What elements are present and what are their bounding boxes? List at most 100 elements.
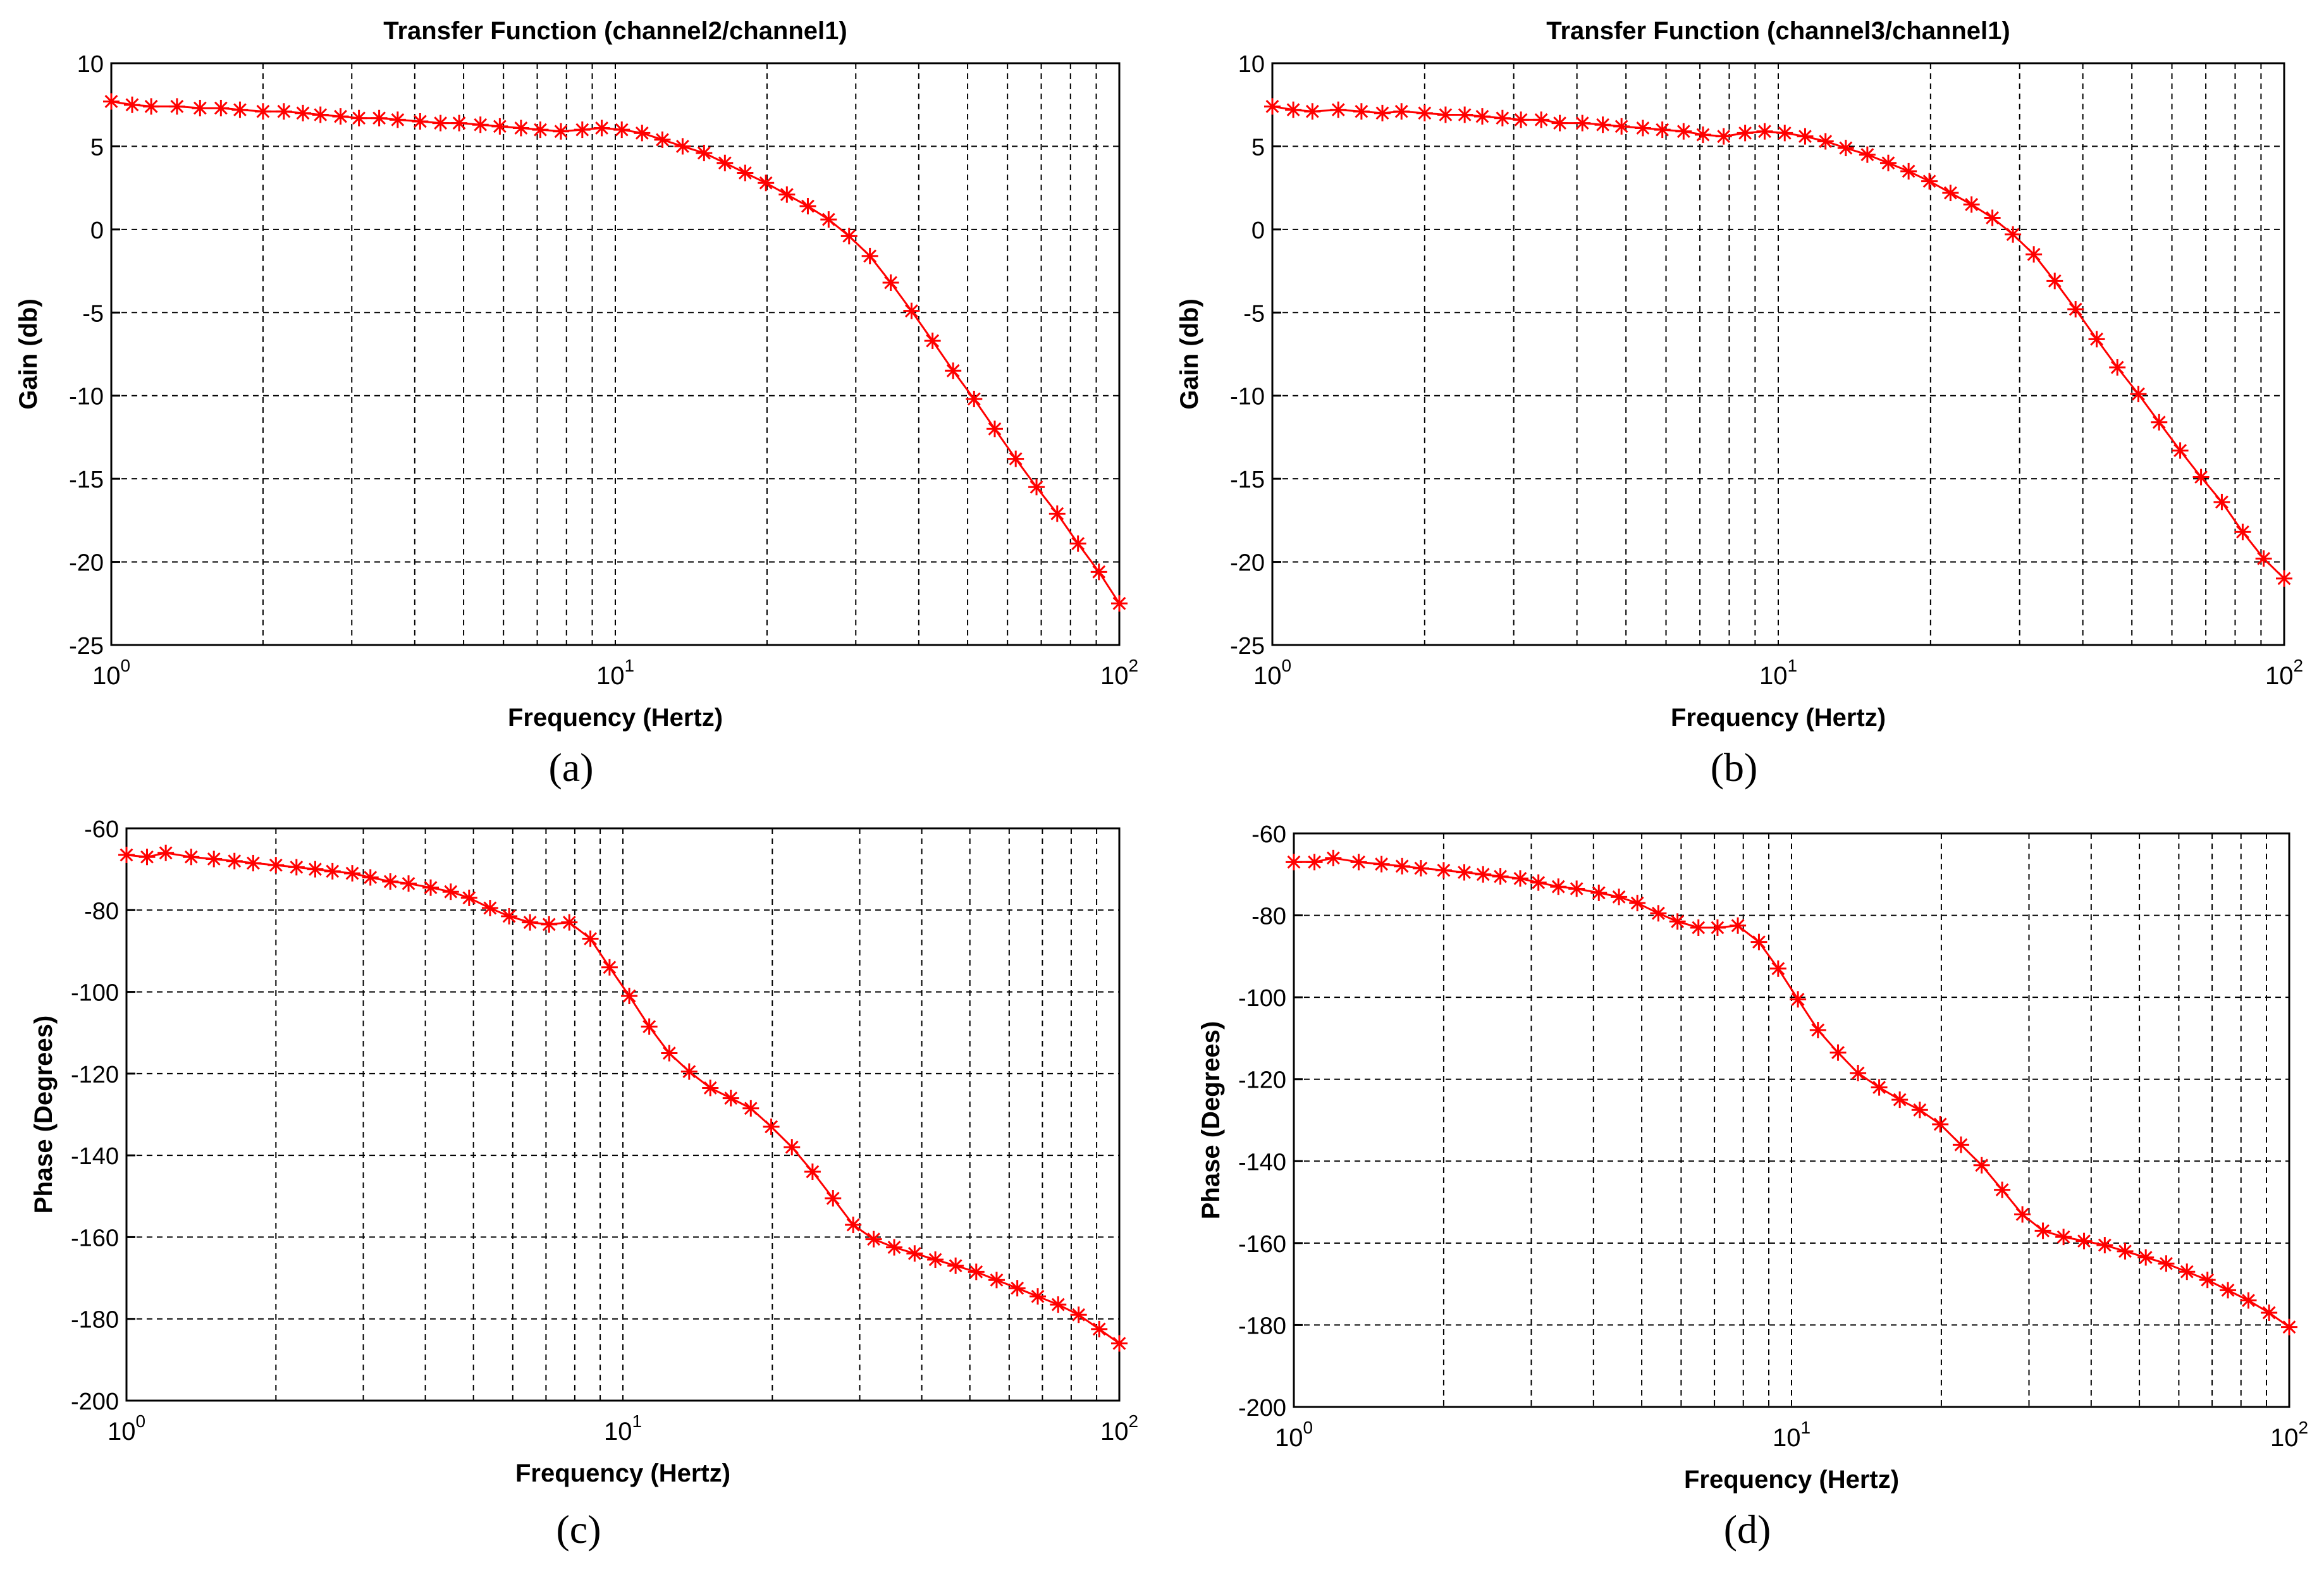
y-tick-label: -140: [71, 1143, 119, 1170]
data-point: [945, 362, 962, 379]
data-point: [825, 1190, 842, 1207]
x-tick-label: 102: [2270, 1418, 2308, 1452]
data-point: [865, 1231, 882, 1248]
data-point: [118, 847, 135, 864]
x-tick-label: 100: [92, 656, 130, 690]
data-point: [400, 875, 417, 892]
data-point: [882, 274, 899, 291]
data-point: [460, 889, 477, 906]
y-tick-label: -5: [1243, 300, 1265, 327]
y-tick-label: 0: [90, 218, 104, 244]
chart-title: Transfer Function (channel3/channel1): [1546, 17, 2010, 45]
data-point: [2220, 1282, 2237, 1299]
data-point: [1590, 884, 1608, 901]
data-point: [192, 99, 209, 116]
data-point: [168, 98, 185, 115]
x-tick-label: 102: [2265, 656, 2303, 690]
data-point: [324, 863, 341, 880]
data-point: [861, 247, 878, 264]
data-point: [1850, 1064, 1867, 1081]
data-point: [1797, 128, 1814, 145]
data-point: [1325, 849, 1342, 866]
panel-label: (d): [1724, 1507, 1771, 1552]
y-tick-label: -160: [1238, 1231, 1286, 1258]
data-point: [1550, 878, 1567, 895]
data-point: [1475, 866, 1492, 883]
y-tick-label: 5: [1251, 134, 1265, 161]
x-tick-label: 100: [108, 1411, 145, 1446]
data-point: [2088, 331, 2105, 348]
data-point: [1350, 854, 1367, 871]
data-point: [613, 121, 630, 138]
data-point: [1050, 1296, 1067, 1313]
data-point: [350, 109, 367, 126]
data-point: [702, 1079, 719, 1096]
data-point: [541, 916, 558, 933]
data-point: [696, 144, 713, 161]
data-point: [1330, 101, 1347, 118]
y-tick-label: -140: [1238, 1149, 1286, 1176]
data-point: [2179, 1263, 2196, 1280]
x-tick-label: 100: [1253, 656, 1291, 690]
data-point: [1437, 106, 1454, 123]
data-point: [1611, 888, 1628, 906]
data-point: [512, 120, 529, 137]
data-point: [601, 959, 618, 976]
data-point: [2137, 1249, 2155, 1266]
data-point: [2130, 386, 2147, 403]
y-tick-label: -15: [1230, 467, 1265, 493]
y-tick-label: -5: [82, 300, 104, 327]
data-point: [1511, 870, 1528, 887]
data-point: [906, 1245, 923, 1262]
y-axis-label: Phase (Degrees): [1197, 1021, 1225, 1219]
data-point: [2281, 1318, 2297, 1335]
data-point: [1695, 126, 1712, 144]
data-point: [231, 101, 249, 118]
data-point: [1756, 123, 1773, 140]
data-point: [491, 118, 508, 135]
data-point: [2192, 469, 2210, 486]
data-point: [1530, 874, 1547, 891]
data-point: [903, 302, 920, 319]
data-point: [2055, 1229, 2072, 1246]
data-point: [2005, 226, 2022, 243]
data-point: [1070, 1306, 1087, 1323]
data-point: [758, 175, 775, 192]
data-point: [1769, 960, 1786, 977]
data-point: [295, 104, 312, 121]
data-point: [422, 879, 440, 896]
data-point: [1730, 917, 1747, 934]
x-tick-label: 102: [1100, 1411, 1138, 1446]
data-point: [307, 861, 324, 878]
data-point: [226, 852, 243, 869]
data-point: [143, 98, 160, 115]
data-point: [784, 1139, 801, 1156]
data-point: [2234, 524, 2251, 541]
data-point: [641, 1018, 658, 1035]
y-tick-label: -160: [71, 1225, 119, 1251]
y-tick-label: -20: [69, 550, 104, 577]
data-point: [1533, 111, 1550, 128]
y-tick-label: 0: [1251, 218, 1265, 244]
data-point: [481, 900, 498, 917]
data-point: [332, 108, 349, 125]
data-point: [552, 123, 569, 140]
data-point: [157, 844, 175, 861]
data-point: [947, 1257, 964, 1274]
data-point: [532, 121, 549, 138]
data-point: [1574, 114, 1591, 132]
data-point: [2261, 1304, 2278, 1321]
data-point: [2199, 1272, 2216, 1289]
data-point: [1829, 1044, 1847, 1061]
y-tick-label: -200: [1238, 1395, 1286, 1421]
data-point: [1594, 116, 1611, 133]
data-point: [1048, 505, 1066, 522]
data-point: [344, 865, 361, 882]
data-point: [582, 930, 599, 947]
y-tick-label: -180: [71, 1307, 119, 1334]
y-tick-label: -10: [1230, 384, 1265, 410]
data-point: [680, 1063, 698, 1080]
data-point: [2014, 1206, 2031, 1223]
data-point: [1568, 880, 1585, 897]
